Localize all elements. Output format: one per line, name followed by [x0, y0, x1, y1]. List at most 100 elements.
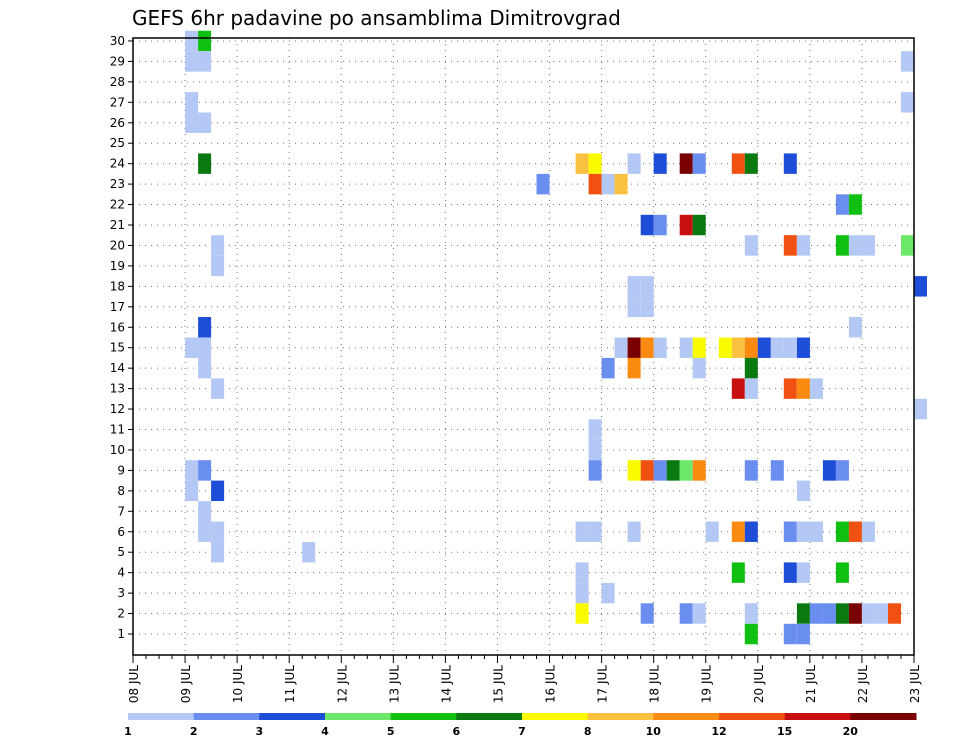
x-tick-label: 21 JUL: [804, 665, 818, 703]
precip-cell: [901, 51, 915, 72]
legend-label: 4: [321, 725, 329, 738]
precip-cell: [757, 337, 771, 358]
precip-cell: [588, 439, 602, 461]
y-tick-label: 12: [110, 402, 125, 416]
x-tick-label: 15 JUL: [491, 665, 505, 703]
precip-cell: [692, 603, 706, 624]
precip-cell: [783, 521, 797, 542]
precip-cell: [848, 235, 862, 256]
precip-cell: [575, 562, 589, 583]
precip-cell: [185, 112, 199, 133]
precip-cell: [875, 603, 889, 624]
precip-cell: [653, 153, 667, 174]
precip-cell: [185, 30, 199, 52]
legend-label: 6: [452, 725, 460, 738]
precip-cell: [601, 173, 615, 195]
precip-cell: [211, 235, 225, 256]
y-tick-label: 14: [110, 361, 125, 375]
y-tick-label: 29: [110, 54, 125, 68]
precip-cell: [770, 337, 784, 358]
y-tick-label: 9: [117, 463, 125, 477]
precip-cell: [601, 582, 615, 604]
legend-label: 20: [843, 725, 859, 738]
x-tick-label: 14 JUL: [439, 665, 453, 703]
precip-cell: [679, 337, 693, 358]
legend-swatch: [719, 713, 786, 720]
precip-cell: [653, 460, 667, 481]
precip-cell: [185, 460, 199, 481]
legend-swatch: [193, 713, 260, 720]
precip-cell: [679, 603, 693, 624]
legend-swatch: [850, 713, 917, 720]
precip-cell: [198, 112, 212, 133]
x-tick-label: 19 JUL: [700, 665, 714, 703]
precip-cell: [835, 521, 849, 542]
legend-label: 2: [190, 725, 198, 738]
precip-cell: [536, 173, 550, 195]
precip-cell: [692, 357, 706, 379]
precip-cell: [679, 153, 693, 174]
precip-cell: [211, 255, 225, 277]
precip-cell: [640, 276, 654, 297]
y-tick-label: 3: [117, 586, 125, 600]
precip-cell: [627, 276, 641, 297]
x-tick-label: 17 JUL: [596, 665, 610, 703]
precip-cell: [575, 521, 589, 542]
precip-cell: [744, 357, 758, 379]
precip-cell: [835, 235, 849, 256]
precip-cell: [588, 173, 602, 195]
x-axis: 08 JUL 09 JUL 10 JUL 11 JUL 12 JUL 13 JUL 14 J…: [127, 655, 922, 703]
precip-cell: [575, 603, 589, 624]
precip-cell: [679, 460, 693, 481]
y-tick-label: 22: [110, 198, 125, 212]
precip-cell: [731, 378, 745, 399]
precip-cell: [835, 194, 849, 215]
precip-cell: [614, 337, 628, 358]
y-tick-label: 10: [110, 443, 125, 457]
precip-cell: [679, 214, 693, 236]
y-tick-label: 19: [110, 259, 125, 273]
precip-cell: [809, 378, 823, 399]
precip-cell: [796, 235, 810, 256]
precip-cell: [614, 173, 628, 195]
precip-cell: [692, 460, 706, 481]
x-tick-label: 16 JUL: [544, 665, 558, 703]
legend-label: 3: [255, 725, 263, 738]
precip-cell: [822, 460, 836, 481]
precip-cell: [198, 501, 212, 522]
precip-cell: [809, 603, 823, 624]
precip-cell: [731, 521, 745, 542]
plot-frame: [132, 37, 915, 656]
precip-cell: [744, 460, 758, 481]
precip-cell: [783, 562, 797, 583]
precip-cell: [835, 603, 849, 624]
x-tick-label: 12 JUL: [335, 665, 349, 703]
precip-cell: [796, 623, 810, 645]
precip-cell: [848, 521, 862, 542]
precip-cell: [211, 521, 225, 542]
legend-swatch: [128, 713, 195, 720]
y-tick-label: 17: [110, 300, 125, 314]
legend-label: 7: [518, 725, 526, 738]
y-tick-label: 30: [110, 34, 125, 48]
precip-cell: [901, 235, 915, 256]
precip-cell: [731, 153, 745, 174]
precip-cell: [783, 378, 797, 399]
precip-cell: [185, 337, 199, 358]
precip-cell: [835, 562, 849, 583]
legend-swatch: [522, 713, 589, 720]
y-tick-label: 2: [117, 607, 125, 621]
precip-cell: [627, 357, 641, 379]
x-tick-label: 10 JUL: [231, 665, 245, 703]
precip-cell: [640, 214, 654, 236]
precip-cell: [211, 542, 225, 563]
precip-cell: [692, 337, 706, 358]
precip-cell: [731, 337, 745, 358]
precip-cell: [848, 194, 862, 215]
precip-cell: [861, 235, 875, 256]
precip-cell: [744, 337, 758, 358]
y-tick-label: 23: [110, 177, 125, 191]
legend-label: 8: [584, 725, 592, 738]
precip-cell: [848, 317, 862, 338]
legend-label: 5: [387, 725, 395, 738]
